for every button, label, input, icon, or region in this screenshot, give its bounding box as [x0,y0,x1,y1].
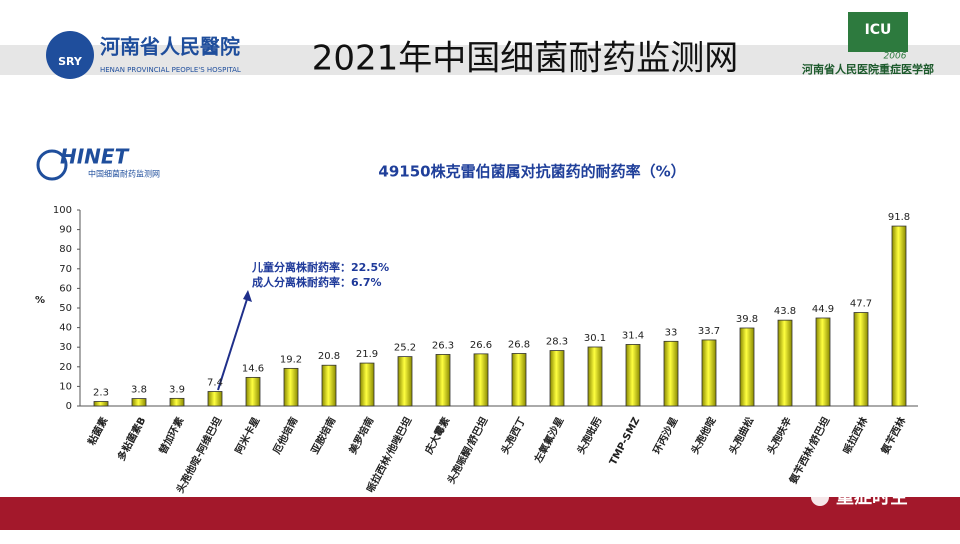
left-logo-icon [46,31,94,79]
arrow-head [243,290,252,302]
logo-badge: ICU [865,22,892,38]
bar [473,353,489,407]
x-tick-label: 环丙沙星 [651,415,680,456]
slide-title: 2021年中国细菌耐药监测网 [312,39,739,79]
bar [549,350,565,407]
logo-english: HENAN PROVINCIAL PEOPLE'S HOSPITAL [100,66,241,74]
y-tick-label: 20 [59,362,72,373]
x-tick-label: 头孢吡肟 [574,415,604,456]
logo-year: 2006 [884,52,907,62]
data-label: 7.4 [207,377,223,388]
data-label: 33.7 [698,326,720,337]
bar [853,312,869,407]
bar [435,354,451,407]
x-tick-label: 替加环素 [156,415,186,456]
data-label: 30.1 [584,333,606,344]
data-label: 33 [665,327,678,338]
bar [169,397,185,407]
y-tick-label: 60 [59,283,72,294]
watermark: 重症时空 [836,486,908,508]
bar [739,327,755,407]
data-label: 44.9 [812,304,834,315]
bar [891,225,907,407]
chart-title: 49150株克雷伯菌属对抗菌药的耐药率（%） [378,163,685,181]
annotation: 成人分离株耐药率：6.7% [252,275,382,289]
data-label: 43.8 [774,306,796,317]
y-tick-label: 80 [59,244,72,255]
hinet-subtitle: 中国细菌耐药监测网 [88,169,160,179]
x-tick-label: 粘菌素 [85,415,111,448]
logo-name: 河南省人民醫院 [100,35,240,59]
y-tick-label: 0 [66,401,72,412]
bar [701,339,717,407]
watermark-icon [811,488,829,506]
x-tick-label: 头孢呋辛 [764,415,794,456]
data-label: 25.2 [394,343,416,354]
y-axis-label: % [35,295,45,306]
bar [587,346,603,407]
bar [131,398,147,407]
bar [815,317,831,407]
data-label: 28.3 [546,337,568,348]
bar [359,362,375,407]
y-tick-label: 40 [59,323,72,334]
data-label: 3.8 [131,385,147,396]
data-label: 19.2 [280,354,302,365]
x-tick-label: 厄他培南 [270,415,300,456]
data-label: 2.3 [93,387,109,398]
right-logo-icon [848,12,908,52]
x-tick-label: 美罗培南 [346,415,376,456]
data-label: 91.8 [888,212,910,223]
logo-name: 河南省人民医院重症医学部 [802,62,934,76]
bar [397,356,413,407]
x-tick-label: 庆大霉素 [422,415,453,457]
bar [93,401,109,407]
bar [511,353,527,407]
logo-badge: SRY [58,55,83,68]
y-tick-label: 70 [59,264,72,275]
data-label: 14.6 [242,363,264,374]
data-label: 20.8 [318,351,340,362]
data-label: 21.9 [356,349,378,360]
y-tick-label: 100 [53,205,72,216]
x-tick-label: 多粘菌素B [114,415,148,463]
bar [207,391,223,407]
x-tick-label: 哌拉西林 [840,414,871,456]
x-tick-label: 氨苄西林/舒巴坦 [786,415,832,486]
data-label: 26.3 [432,340,454,351]
bar [663,340,679,407]
annotation-arrow [217,295,249,391]
header-band [0,45,960,75]
bar [625,344,641,407]
bar [245,376,261,407]
y-tick-label: 50 [59,303,72,314]
x-tick-label: 阿米卡星 [232,415,262,456]
x-tick-label: 头孢哌酮/舒巴坦 [444,415,490,486]
data-label: 39.8 [736,314,758,325]
x-tick-label: 左氧氟沙星 [531,415,566,466]
y-tick-label: 90 [59,225,72,236]
x-tick-label: 亚胺培南 [308,415,338,456]
data-label: 26.8 [508,339,530,350]
data-label: 3.9 [169,384,185,395]
x-tick-label: 头孢西丁 [498,415,528,456]
data-label: 47.7 [850,299,872,310]
bar [777,319,793,407]
x-tick-label: 氨苄西林 [878,414,909,456]
x-tick-label: 头孢曲松 [726,415,756,456]
data-label: 31.4 [622,330,644,341]
x-tick-label: 头孢他啶 [688,415,718,456]
bar [283,367,299,407]
hinet-icon [36,149,68,181]
annotation: 儿童分离株耐药率：22.5% [251,260,389,274]
footer-band [0,497,960,530]
bar [321,364,337,407]
x-tick-label: TMP-SMZ [608,416,642,468]
data-label: 26.6 [470,340,492,351]
y-tick-label: 30 [59,342,72,353]
hinet-name: HINET [60,145,130,169]
y-tick-label: 10 [59,381,72,392]
